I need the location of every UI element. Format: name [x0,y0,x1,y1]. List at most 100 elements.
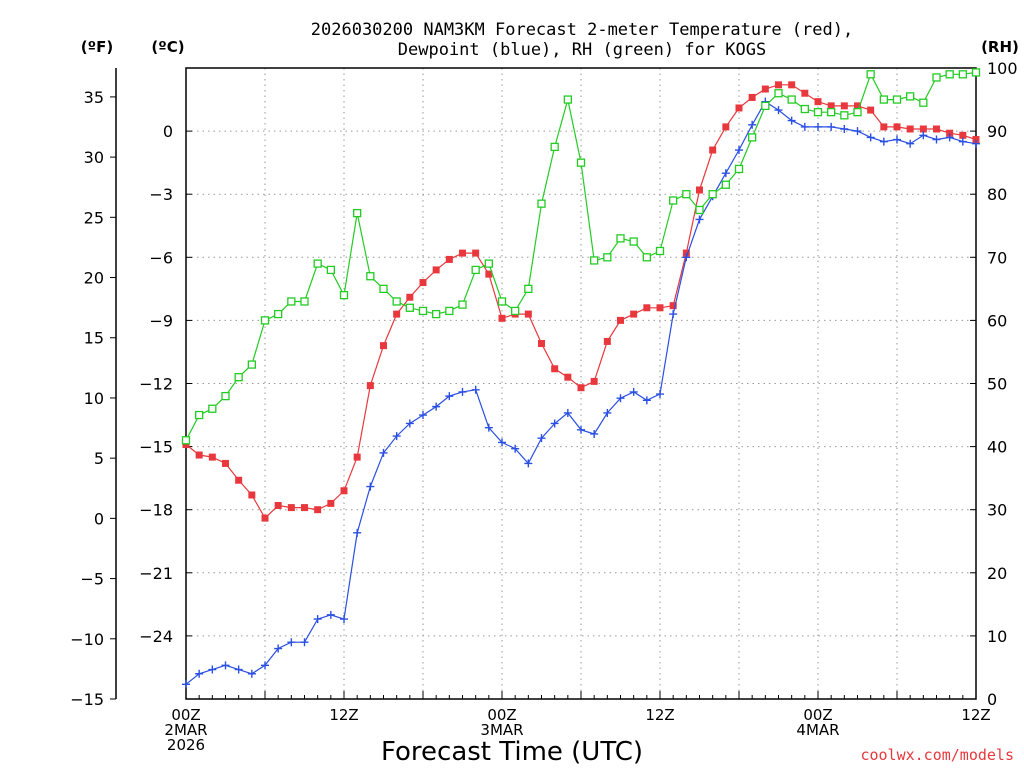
data-point [827,122,836,131]
data-point [656,304,664,312]
data-point [655,246,665,256]
data-point [260,316,270,325]
data-point [577,425,585,434]
data-point [366,272,375,281]
data-point [853,127,862,136]
data-point [300,638,309,647]
data-point [406,293,414,301]
data-point [774,89,783,98]
data-point [813,108,823,117]
data-point [866,70,875,79]
data-point [787,95,796,104]
data-point [379,284,388,294]
x-tick-label: 2MAR [164,721,207,739]
credit-text: coolwx.com/models [860,746,1014,764]
data-point [550,142,559,152]
data-point [906,139,915,148]
data-point [392,297,401,306]
x-tick-label: 2026 [167,736,205,754]
data-point [721,180,730,189]
data-point [445,255,453,263]
data-point [761,85,769,93]
data-point [353,208,362,218]
data-point [274,309,283,319]
rh-tick-label: 20 [987,564,1007,583]
data-point [590,256,599,265]
data-point [959,131,967,139]
data-point [459,249,466,257]
data-point [880,123,888,131]
data-point [300,297,309,306]
fahrenheit-tick-label: 10 [84,389,104,408]
data-point [524,310,532,318]
data-point [314,506,322,514]
x-tick-label: 12Z [645,706,674,724]
data-point [709,146,717,154]
data-point [353,453,361,461]
data-point [682,190,691,199]
data-point [564,373,572,381]
data-point [932,73,941,82]
data-point [234,665,243,674]
fahrenheit-tick-label: −5 [80,570,104,589]
data-point [366,382,374,390]
data-point [511,306,520,316]
data-point [972,136,980,144]
data-point [774,106,783,115]
data-point [695,215,704,224]
data-point [682,249,690,257]
fahrenheit-tick-label: 30 [84,148,104,167]
data-point [735,146,743,155]
data-point [814,122,822,131]
data-point [945,70,954,79]
data-point [247,669,256,678]
data-point [630,310,638,318]
data-point [893,135,901,144]
data-point [484,259,493,268]
data-point [748,93,756,101]
fahrenheit-tick-label: 5 [94,449,104,468]
data-point [485,270,493,278]
rh-unit-label: (RH) [981,38,1019,56]
data-point [301,504,308,512]
data-point [576,158,586,167]
data-point [735,104,743,112]
data-point [353,528,362,537]
data-point [892,95,902,104]
data-point [788,81,796,89]
data-point [603,253,612,262]
data-point [840,111,849,120]
fahrenheit-tick-label: 0 [94,509,104,528]
data-point [800,122,809,131]
data-point [643,304,651,312]
data-point [419,411,427,420]
data-series [181,68,981,689]
data-point [616,394,625,403]
series-temperature-c [182,81,980,522]
data-point [524,459,533,468]
data-point [945,133,954,142]
data-point [326,265,335,275]
data-point [195,451,203,459]
data-point [235,476,243,484]
data-point [340,615,348,624]
data-point [590,377,598,385]
data-point [867,106,875,114]
data-point [432,309,441,319]
data-point [696,186,703,194]
data-point [313,615,322,624]
data-point [840,124,849,133]
data-point [432,266,440,274]
celsius-tick-label: 0 [163,122,173,141]
data-point [524,284,533,294]
data-point [590,429,599,438]
data-point [550,419,559,428]
data-point [471,385,480,394]
x-tick-label: 3MAR [480,721,523,739]
data-point [946,129,954,137]
data-point [418,306,428,316]
data-point [708,190,717,199]
data-point [722,123,730,131]
data-point [932,135,941,144]
